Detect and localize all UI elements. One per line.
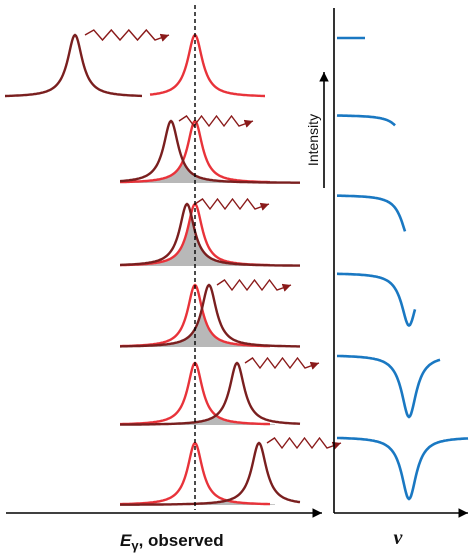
intensity-label: Intensity (305, 114, 321, 166)
absorber-line (120, 119, 270, 184)
source-line (120, 283, 300, 348)
absorber-line (120, 441, 270, 506)
energy-symbol: E (120, 531, 132, 550)
overlap-area (120, 308, 275, 347)
source-line (5, 33, 142, 98)
spectrum-5 (337, 354, 441, 419)
source-line (120, 441, 301, 506)
energy-axis-label: Eγ, observed (120, 531, 224, 553)
row-1 (5, 28, 265, 98)
spectrum-3 (337, 194, 407, 232)
source-line (120, 202, 300, 267)
overlap-area (120, 500, 275, 505)
spectrum-6 (337, 436, 469, 501)
gamma-ray (216, 278, 292, 292)
energy-observed-text: , observed (139, 531, 224, 550)
absorption-spectra (336, 36, 469, 501)
row-4 (120, 278, 300, 348)
absorber-line (149, 33, 265, 98)
source-line (120, 361, 301, 426)
spectrum-2 (336, 114, 396, 127)
gamma-ray (178, 114, 254, 128)
line-profiles (5, 28, 342, 506)
gamma-ray (244, 356, 320, 370)
gamma-ray (194, 197, 270, 211)
velocity-axis-label: ν (394, 527, 404, 549)
spectrum-4 (337, 272, 417, 328)
overlap-area (120, 160, 275, 183)
source-line (120, 119, 300, 184)
gamma-ray (266, 436, 342, 450)
row-2 (120, 114, 300, 184)
gamma-ray (84, 28, 170, 42)
row-3 (120, 197, 300, 267)
row-5 (120, 356, 320, 426)
energy-subscript: γ (131, 538, 139, 553)
row-6 (120, 436, 342, 506)
